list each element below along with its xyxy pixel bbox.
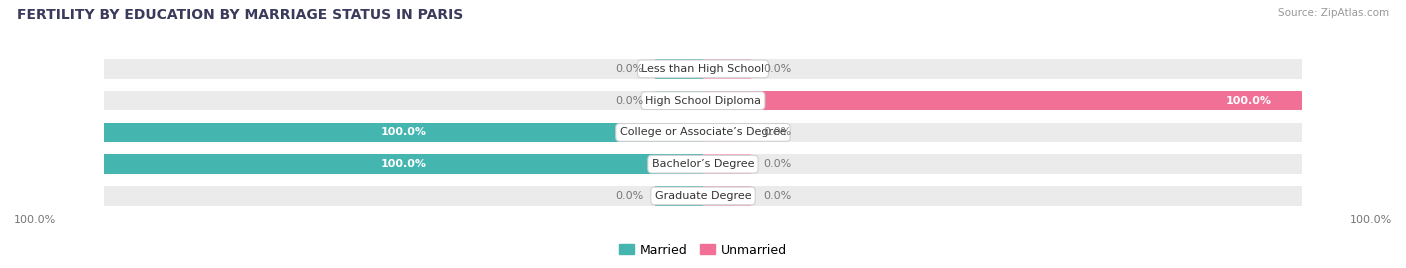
Text: Graduate Degree: Graduate Degree xyxy=(655,191,751,201)
Bar xyxy=(655,186,703,206)
Text: 0.0%: 0.0% xyxy=(763,159,792,169)
Text: College or Associate’s Degree: College or Associate’s Degree xyxy=(620,127,786,137)
Bar xyxy=(703,154,751,174)
Bar xyxy=(104,154,1302,174)
Bar xyxy=(703,59,751,79)
Text: 100.0%: 100.0% xyxy=(1226,96,1272,106)
Text: 100.0%: 100.0% xyxy=(381,127,426,137)
Text: 100.0%: 100.0% xyxy=(14,215,56,225)
Bar xyxy=(655,91,703,110)
Bar xyxy=(104,122,703,142)
Text: FERTILITY BY EDUCATION BY MARRIAGE STATUS IN PARIS: FERTILITY BY EDUCATION BY MARRIAGE STATU… xyxy=(17,8,463,22)
Bar xyxy=(104,59,1302,79)
Text: 0.0%: 0.0% xyxy=(614,64,643,74)
Bar xyxy=(104,186,1302,206)
Text: Less than High School: Less than High School xyxy=(641,64,765,74)
Text: High School Diploma: High School Diploma xyxy=(645,96,761,106)
Text: 0.0%: 0.0% xyxy=(614,191,643,201)
Text: 0.0%: 0.0% xyxy=(763,127,792,137)
Text: 0.0%: 0.0% xyxy=(763,64,792,74)
Text: 100.0%: 100.0% xyxy=(1350,215,1392,225)
Bar xyxy=(104,154,703,174)
Text: 0.0%: 0.0% xyxy=(763,191,792,201)
Text: 100.0%: 100.0% xyxy=(381,159,426,169)
Text: 0.0%: 0.0% xyxy=(614,96,643,106)
Bar xyxy=(104,91,1302,110)
Text: Bachelor’s Degree: Bachelor’s Degree xyxy=(652,159,754,169)
Bar xyxy=(104,122,1302,142)
Legend: Married, Unmarried: Married, Unmarried xyxy=(613,239,793,262)
Bar xyxy=(703,91,1302,110)
Text: Source: ZipAtlas.com: Source: ZipAtlas.com xyxy=(1278,8,1389,18)
Bar xyxy=(703,122,751,142)
Bar xyxy=(655,59,703,79)
Bar xyxy=(703,186,751,206)
